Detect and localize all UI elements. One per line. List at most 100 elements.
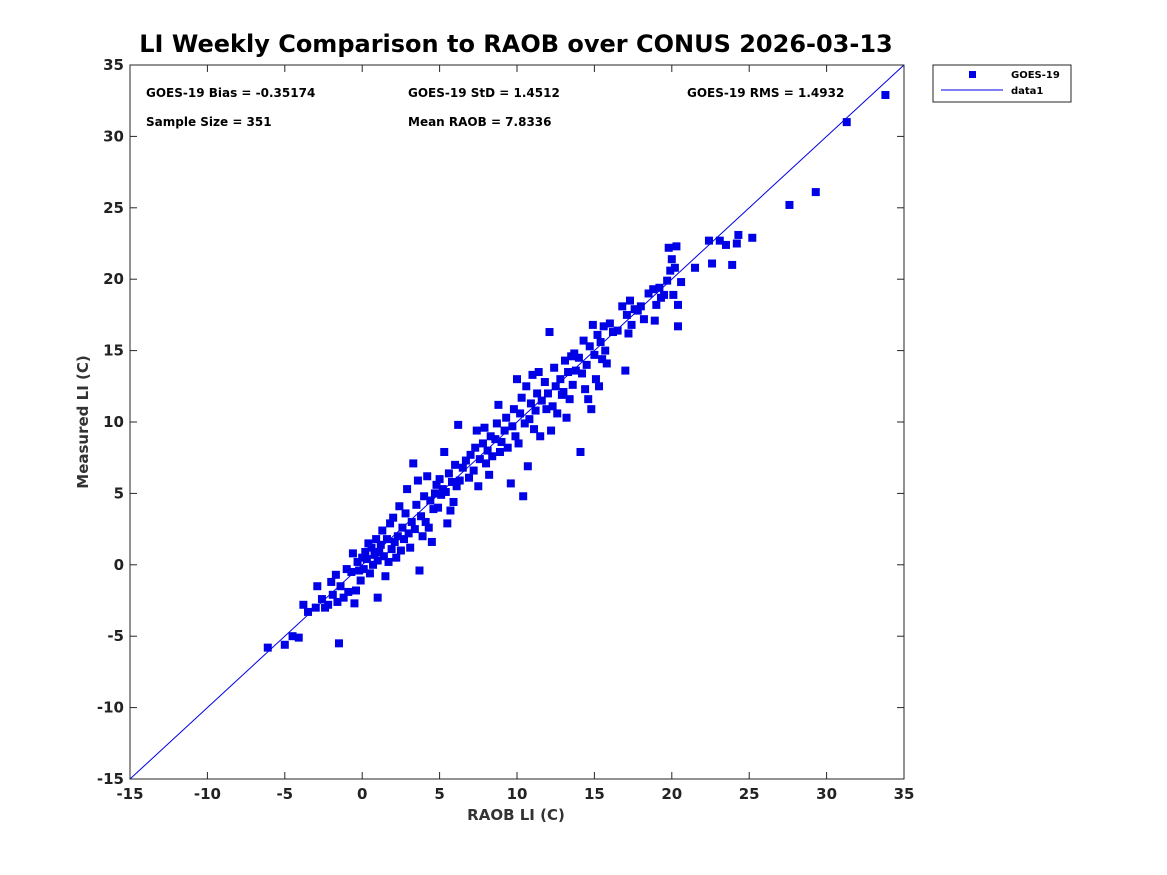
scatter-points-group: [263, 90, 890, 652]
data-point: [472, 426, 481, 435]
x-tick-label: 10: [507, 785, 528, 803]
data-point: [734, 230, 743, 239]
data-point: [376, 540, 385, 549]
y-tick-label: 15: [103, 342, 124, 360]
data-point: [704, 236, 713, 245]
data-point: [353, 557, 362, 566]
data-point: [280, 640, 289, 649]
data-point: [466, 450, 475, 459]
data-point: [475, 455, 484, 464]
data-point: [339, 593, 348, 602]
data-point: [517, 393, 526, 402]
data-point: [396, 546, 405, 555]
y-tick-label: -15: [97, 770, 124, 788]
data-point: [324, 600, 333, 609]
data-point: [547, 426, 556, 435]
data-point: [373, 593, 382, 602]
data-point: [649, 285, 658, 294]
data-point: [618, 302, 627, 311]
data-point: [571, 366, 580, 375]
data-point: [508, 422, 517, 431]
data-point: [461, 456, 470, 465]
data-point: [449, 497, 458, 506]
data-point: [435, 475, 444, 484]
data-point: [748, 233, 757, 242]
data-point: [421, 517, 430, 526]
data-point: [485, 470, 494, 479]
data-point: [537, 396, 546, 405]
data-point: [660, 290, 669, 299]
data-point: [455, 476, 464, 485]
data-point: [446, 506, 455, 515]
data-point: [650, 316, 659, 325]
data-point: [608, 328, 617, 337]
data-point: [263, 643, 272, 652]
data-point: [633, 306, 642, 315]
data-point: [447, 477, 456, 486]
data-point: [288, 632, 297, 641]
data-point: [393, 532, 402, 541]
data-point: [613, 326, 622, 335]
stats-annotations: GOES-19 Bias = -0.35174 GOES-19 StD = 1.…: [146, 86, 844, 129]
data-point: [519, 492, 528, 501]
data-point: [621, 366, 630, 375]
data-point: [540, 378, 549, 387]
data-point: [511, 432, 520, 441]
data-point: [427, 537, 436, 546]
data-point: [595, 382, 604, 391]
data-point: [622, 310, 631, 319]
data-point: [559, 388, 568, 397]
y-axis-label: Measured LI (C): [74, 355, 92, 488]
x-tick-label: -15: [116, 785, 143, 803]
data-point: [715, 236, 724, 245]
data-point: [497, 437, 506, 446]
y-tick-label: 35: [103, 56, 124, 74]
data-point: [410, 525, 419, 534]
data-point: [395, 502, 404, 511]
data-point: [299, 600, 308, 609]
data-point: [415, 566, 424, 575]
data-point: [506, 479, 515, 488]
x-tick-label: 35: [894, 785, 915, 803]
data-point: [407, 517, 416, 526]
data-point: [486, 432, 495, 441]
data-point: [451, 460, 460, 469]
data-point: [666, 266, 675, 275]
legend-box: [932, 64, 1072, 103]
data-point: [294, 633, 303, 642]
data-point: [599, 322, 608, 331]
data-point: [785, 200, 794, 209]
data-point: [627, 320, 636, 329]
data-point: [548, 402, 557, 411]
data-point: [403, 485, 412, 494]
data-point: [387, 545, 396, 554]
data-point: [516, 409, 525, 418]
data-point: [550, 363, 559, 372]
data-point: [429, 505, 438, 514]
data-point: [494, 400, 503, 409]
data-point: [342, 565, 351, 574]
data-point: [513, 375, 521, 384]
data-point: [585, 342, 594, 351]
data-point: [663, 276, 672, 285]
stat-mean-raob: Mean RAOB = 7.8336: [408, 115, 552, 129]
data-point: [331, 570, 340, 579]
data-point: [480, 423, 489, 432]
data-point: [384, 557, 393, 566]
data-point: [587, 405, 596, 414]
y-tick-label: 30: [103, 127, 124, 145]
data-point: [406, 543, 415, 552]
data-point: [520, 419, 529, 428]
data-point: [562, 413, 571, 422]
data-point: [432, 480, 441, 489]
legend: GOES-19 data1: [932, 64, 1072, 103]
data-point: [362, 555, 371, 564]
data-point: [664, 243, 673, 252]
data-point: [430, 489, 439, 498]
data-point: [379, 552, 388, 561]
data-point: [404, 529, 413, 538]
data-point: [423, 472, 432, 481]
data-point: [389, 513, 398, 522]
data-point: [551, 382, 560, 391]
data-point: [348, 549, 357, 558]
